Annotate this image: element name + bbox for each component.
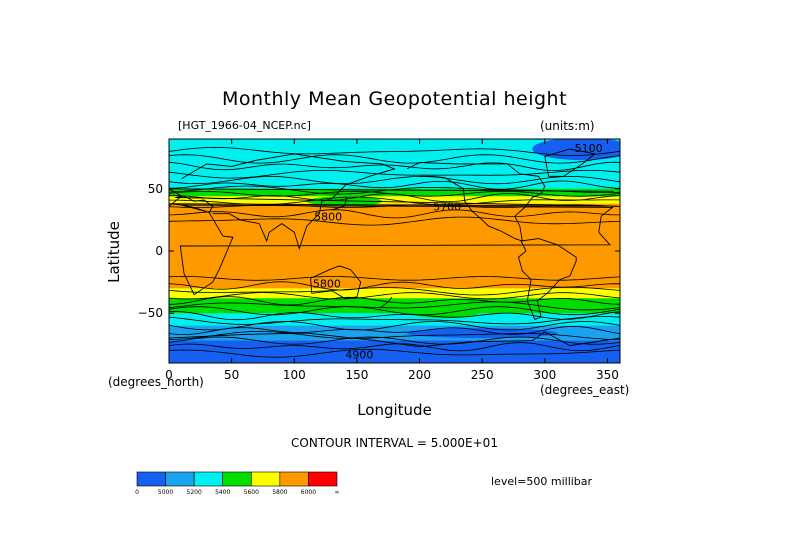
color-region bbox=[200, 148, 289, 167]
contour-line bbox=[169, 336, 620, 345]
x-tick-label: 50 bbox=[224, 368, 239, 382]
coastline bbox=[169, 195, 618, 213]
level-label: level=500 millibar bbox=[491, 475, 593, 488]
contour-label: 5800 bbox=[313, 278, 341, 291]
color-region bbox=[407, 328, 558, 339]
x-tick-label: 250 bbox=[471, 368, 494, 382]
contour-line bbox=[169, 348, 620, 358]
y-tick-label: 50 bbox=[148, 182, 163, 196]
coastline bbox=[379, 296, 393, 309]
contour-line bbox=[169, 301, 620, 311]
coastline bbox=[181, 153, 396, 250]
contour-line bbox=[169, 275, 620, 281]
contour-line bbox=[169, 306, 620, 316]
color-band bbox=[169, 188, 620, 197]
contour-line bbox=[169, 175, 620, 185]
colorbar-label: ∞ bbox=[335, 489, 340, 496]
contour-line bbox=[169, 170, 620, 179]
contour-line bbox=[169, 146, 620, 156]
coastline bbox=[310, 265, 362, 299]
colorbar-swatch bbox=[165, 471, 195, 487]
contour-line bbox=[169, 325, 620, 336]
contour-line bbox=[169, 342, 620, 352]
contour-line bbox=[169, 209, 620, 219]
x-tick-label: 350 bbox=[596, 368, 619, 382]
color-band bbox=[169, 223, 620, 277]
contour-line bbox=[169, 296, 620, 306]
contour-line bbox=[169, 180, 620, 190]
file-label: [HGT_1966-04_NCEP.nc] bbox=[178, 119, 311, 132]
coastline bbox=[544, 148, 596, 177]
contour-line bbox=[169, 216, 620, 226]
contour-line bbox=[169, 154, 620, 164]
colorbar-label: 6000 bbox=[301, 489, 316, 496]
contour-line bbox=[169, 292, 620, 300]
x-tick-label: 150 bbox=[345, 368, 368, 382]
contour-line bbox=[169, 321, 620, 331]
colorbar-swatch bbox=[279, 471, 309, 487]
colorbar-label: 5400 bbox=[215, 489, 230, 496]
units-label: (units:m) bbox=[540, 119, 595, 133]
coastline bbox=[169, 331, 620, 348]
contour-label: 4900 bbox=[345, 349, 373, 362]
coastline bbox=[331, 197, 348, 211]
colorbar-label: 0 bbox=[135, 489, 139, 496]
colorbar-swatch bbox=[250, 471, 281, 487]
coastline bbox=[169, 188, 614, 207]
colorbar-swatch bbox=[193, 471, 224, 487]
contour-label: 5800 bbox=[314, 210, 342, 223]
contour-line bbox=[169, 331, 620, 340]
x-tick-label: 200 bbox=[408, 368, 431, 382]
x-tick-label: 300 bbox=[533, 368, 556, 382]
contour-line bbox=[169, 311, 620, 321]
colorbar-swatch bbox=[308, 471, 338, 487]
contour-line bbox=[169, 316, 620, 325]
colorbar-label: 5600 bbox=[244, 489, 259, 496]
x-tick-label: 0 bbox=[165, 368, 173, 382]
contour-line bbox=[169, 281, 620, 291]
contour-label: 5100 bbox=[575, 142, 603, 155]
contour-line bbox=[169, 161, 620, 171]
colorbar-label: 5800 bbox=[272, 489, 287, 496]
chart-title: Monthly Mean Geopotential height bbox=[221, 88, 568, 110]
contour-label: 5700 bbox=[433, 200, 461, 213]
coastline bbox=[517, 238, 577, 320]
y-unit-label: (degrees_north) bbox=[108, 375, 204, 389]
y-tick-label: 0 bbox=[155, 244, 163, 258]
x-unit-label: (degrees_east) bbox=[540, 383, 630, 397]
x-tick-label: 100 bbox=[283, 368, 306, 382]
colorbar-swatch bbox=[222, 471, 252, 487]
y-tick-label: −50 bbox=[138, 306, 163, 320]
contour-line bbox=[169, 193, 620, 203]
y-axis-label: Latitude bbox=[105, 221, 123, 283]
contour-line bbox=[169, 286, 620, 296]
coastline bbox=[406, 162, 546, 242]
colorbar-label: 5000 bbox=[158, 489, 173, 496]
colorbar-swatch bbox=[136, 471, 166, 487]
contour-interval: CONTOUR INTERVAL = 5.000E+01 bbox=[291, 436, 498, 450]
colorbar-label: 5200 bbox=[187, 489, 202, 496]
x-axis-label: Longitude bbox=[357, 401, 432, 419]
color-band bbox=[169, 298, 620, 314]
coastline bbox=[179, 204, 614, 296]
